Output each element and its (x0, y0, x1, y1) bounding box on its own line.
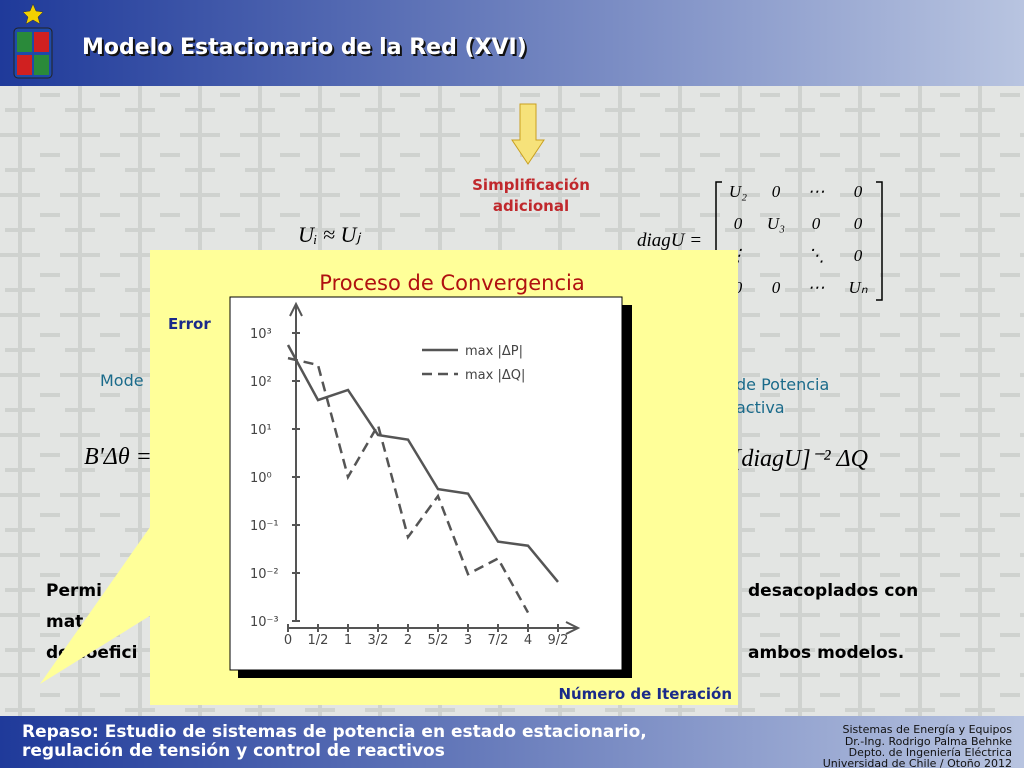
x-tick-label: 1 (344, 633, 352, 648)
text: Mode (100, 371, 144, 390)
series-line (286, 344, 559, 583)
x-tick-label: 9/2 (548, 633, 569, 648)
body-text: Permi (46, 581, 102, 601)
axes (288, 301, 581, 635)
text: de Potencia (736, 375, 829, 394)
header-bar (0, 0, 1024, 86)
matrix-entry: Uₙ (848, 278, 867, 297)
x-axis-label: Número de Iteración (558, 685, 732, 703)
footer-text: Universidad de Chile / Otoño 2012 (823, 757, 1012, 768)
y-tick-label: 10¹ (250, 423, 272, 438)
legend-label: max |ΔP| (465, 344, 523, 359)
slide-title: Modelo Estacionario de la Red (XVI) (82, 35, 527, 60)
x-tick-label: 3/2 (368, 633, 389, 648)
formula: diagU = (637, 230, 702, 251)
formula: B'Δθ = (84, 444, 152, 470)
matrix-entry: 0 (854, 246, 863, 265)
matrix-entry: ⋱ (808, 246, 825, 265)
body-text: ambos modelos. (748, 643, 904, 663)
y-tick-label: 10³ (250, 327, 272, 342)
matrix-entry: U₂ (729, 182, 747, 201)
matrix-entry: ⋯ (808, 182, 825, 201)
body-text: mat (46, 612, 83, 632)
chart-title: Proceso de Convergencia (319, 271, 584, 295)
y-tick-label: 10⁻³ (250, 615, 279, 630)
formula: Uᵢ ≈ Uⱼ (298, 222, 361, 247)
x-tick-label: 4 (524, 633, 532, 648)
y-tick-label: 10⁻¹ (250, 519, 279, 534)
matrix-entry: ⋯ (808, 278, 825, 297)
note: Simplificación (472, 176, 590, 194)
matrix-entry: U₃ (767, 214, 785, 233)
body-text: desacoplados con (748, 581, 918, 601)
down-arrow (511, 103, 545, 165)
matrix-entry: 0 (772, 278, 781, 297)
footer-bar (0, 716, 1024, 768)
matrix-entry: 0 (854, 214, 863, 233)
y-tick-label: 10⁰ (250, 471, 272, 486)
series-line (287, 356, 530, 614)
formula: [diagU]⁻² ΔQ (732, 446, 868, 472)
title-shadow: Modelo Estacionario de la Red (XVI) (84, 37, 529, 62)
legend-label: max |ΔQ| (465, 368, 525, 383)
matrix-entry: 0 (854, 182, 863, 201)
x-tick-label: 1/2 (308, 633, 329, 648)
footer-text: Repaso: Estudio de sistemas de potencia … (22, 722, 647, 742)
text: activa (736, 398, 785, 417)
x-tick-label: 2 (404, 633, 412, 648)
matrix-entry: 0 (734, 214, 743, 233)
logo (13, 3, 53, 79)
x-tick-label: 0 (284, 633, 292, 648)
footer-text: Dr.-Ing. Rodrigo Palma Behnke (845, 735, 1012, 748)
matrix-entry: 0 (812, 214, 821, 233)
x-tick-label: 7/2 (488, 633, 509, 648)
matrix-entry: 0 (734, 278, 743, 297)
x-tick-label: 5/2 (428, 633, 449, 648)
x-tick-label: 3 (464, 633, 472, 648)
footer-text: regulación de tensión y control de react… (22, 741, 445, 761)
matrix-entry: 0 (772, 182, 781, 201)
chart-area (229, 296, 623, 671)
y-axis-label: Error (168, 315, 211, 333)
footer-text: Sistemas de Energía y Equipos (843, 723, 1013, 736)
y-tick-label: 10⁻² (250, 567, 279, 582)
y-tick-label: 10² (250, 375, 272, 390)
footer-text: Depto. de Ingeniería Eléctrica (849, 746, 1012, 759)
note: adicional (493, 197, 569, 215)
